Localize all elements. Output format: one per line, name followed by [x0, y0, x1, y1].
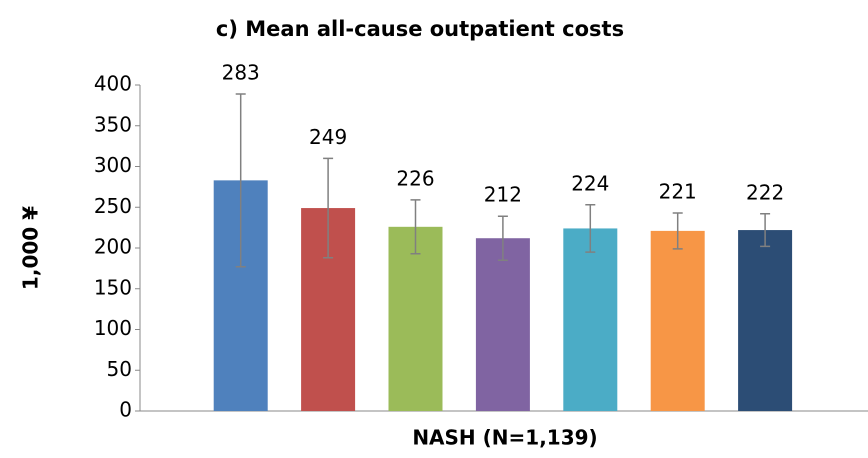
error-bar	[760, 213, 771, 248]
error-bar	[497, 215, 508, 261]
bar	[738, 230, 793, 411]
y-tick-label: 0	[119, 398, 132, 422]
data-label: 222	[746, 180, 784, 204]
error-bar	[235, 93, 246, 268]
bar	[650, 230, 705, 411]
data-label: 226	[396, 166, 434, 190]
error-bar	[672, 212, 683, 250]
y-tick-label: 400	[94, 72, 132, 96]
y-tick-label: 250	[94, 194, 132, 218]
bar	[388, 226, 443, 411]
bar	[475, 238, 530, 411]
data-label: 249	[309, 125, 347, 149]
y-tick-label: 350	[94, 112, 132, 136]
y-axis-title: 1,000 ¥	[19, 206, 43, 290]
y-tick-label: 200	[94, 235, 132, 259]
y-tick-label: 50	[107, 357, 132, 381]
error-bar	[323, 157, 334, 259]
data-label: 224	[571, 171, 609, 195]
chart-title: c) Mean all-cause outpatient costs	[216, 17, 624, 41]
x-axis-title: NASH (N=1,139)	[412, 426, 597, 450]
y-tick-label: 150	[94, 275, 132, 299]
data-label: 221	[659, 179, 697, 203]
y-tick-label: 300	[94, 153, 132, 177]
y-tick-label: 100	[94, 316, 132, 340]
data-label: 212	[484, 183, 522, 207]
bar	[563, 228, 618, 411]
error-bar	[410, 199, 421, 255]
data-label: 283	[222, 60, 260, 84]
error-bar	[585, 204, 596, 253]
